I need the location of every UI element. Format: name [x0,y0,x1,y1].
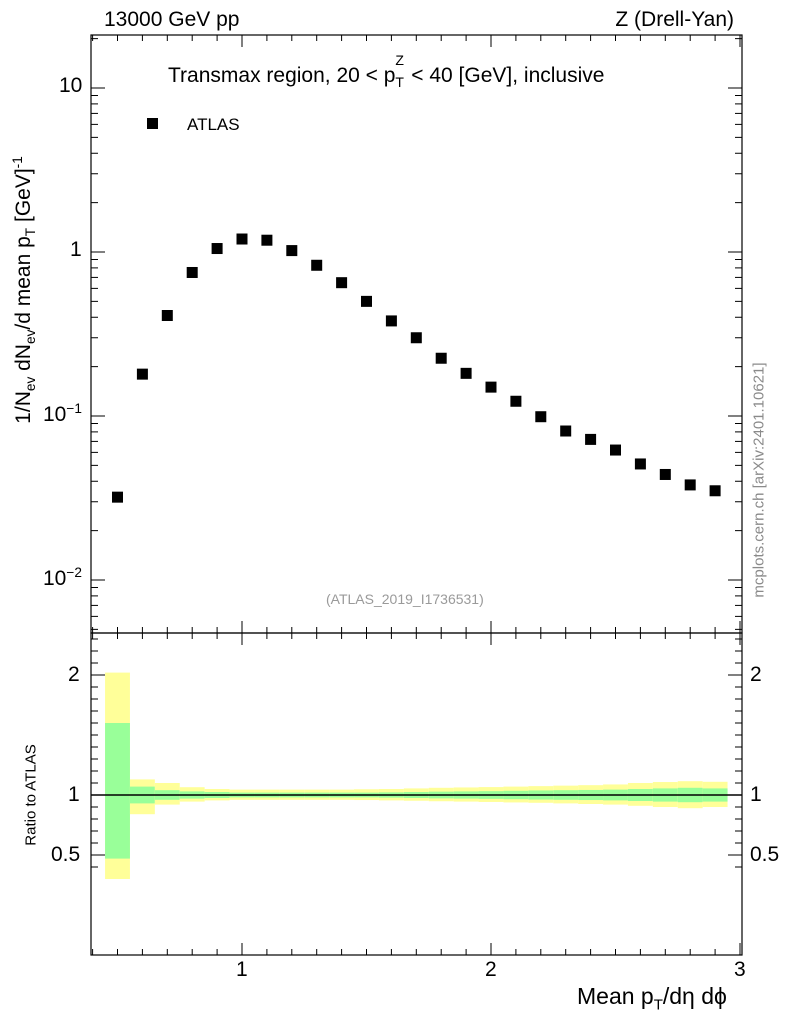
data-point [634,458,646,470]
data-point [211,243,223,255]
y-axis-label: 1/Nev dNev/d mean pT [GeV]-1 [9,156,39,424]
atlas-data-markers [112,233,721,503]
legend-marker [147,118,158,129]
data-point [684,479,696,491]
x-axis-label: Mean pT/dη dϕ [577,983,727,1014]
title-sup: Z [395,52,404,68]
data-point [510,395,522,407]
data-point [336,277,348,289]
y-tick-label: 1 [70,238,82,261]
analysis-id: (ATLAS_2019_I1736531) [326,591,484,607]
data-point [460,367,472,379]
data-point [161,310,173,322]
axis-ticks [91,35,742,955]
ratio-uncertainty-bands [105,672,728,879]
x-tick-label: 3 [734,958,746,981]
data-point [659,468,671,480]
data-point [112,491,123,503]
data-point [361,295,372,307]
data-point [435,352,447,364]
legend-label-atlas: ATLAS [187,115,240,134]
legend-marker-atlas [147,118,158,129]
data-point [410,332,422,344]
data-point [709,485,721,497]
data-point [535,411,547,423]
data-point [485,381,497,393]
title-sub: T [395,74,404,90]
data-point [186,266,198,278]
data-point [286,245,298,257]
data-point [236,233,248,245]
ratio-y-tick-label-right: 1 [750,783,762,806]
ratio-y-tick-label-right: 0.5 [750,843,780,866]
data-point [136,368,148,380]
ratio-y-tick-label: 1 [68,783,80,806]
ratio-y-tick-label: 0.5 [51,843,81,866]
ratio-y-axis-label: Ratio to ATLAS [22,744,40,846]
beam-label: 13000 GeV pp [104,8,240,31]
watermark: mcplots.cern.ch [arXiv:2401.10621] [750,362,768,598]
ratio-y-tick-label: 2 [68,663,80,686]
y-tick-label: 10−1 [43,401,82,426]
data-point [610,444,621,456]
y-tick-label: 10 [59,74,83,97]
ratio-y-tick-label-right: 2 [750,663,762,686]
data-point [385,315,397,327]
x-tick-label: 2 [485,958,497,981]
data-point [585,433,597,445]
process-label: Z (Drell-Yan) [615,8,734,31]
inner-band-bin [105,723,130,859]
y-tick-label: 10−2 [43,565,82,590]
data-point [311,259,323,271]
data-point [560,425,572,437]
x-tick-label: 1 [236,958,248,981]
data-point [261,234,273,246]
